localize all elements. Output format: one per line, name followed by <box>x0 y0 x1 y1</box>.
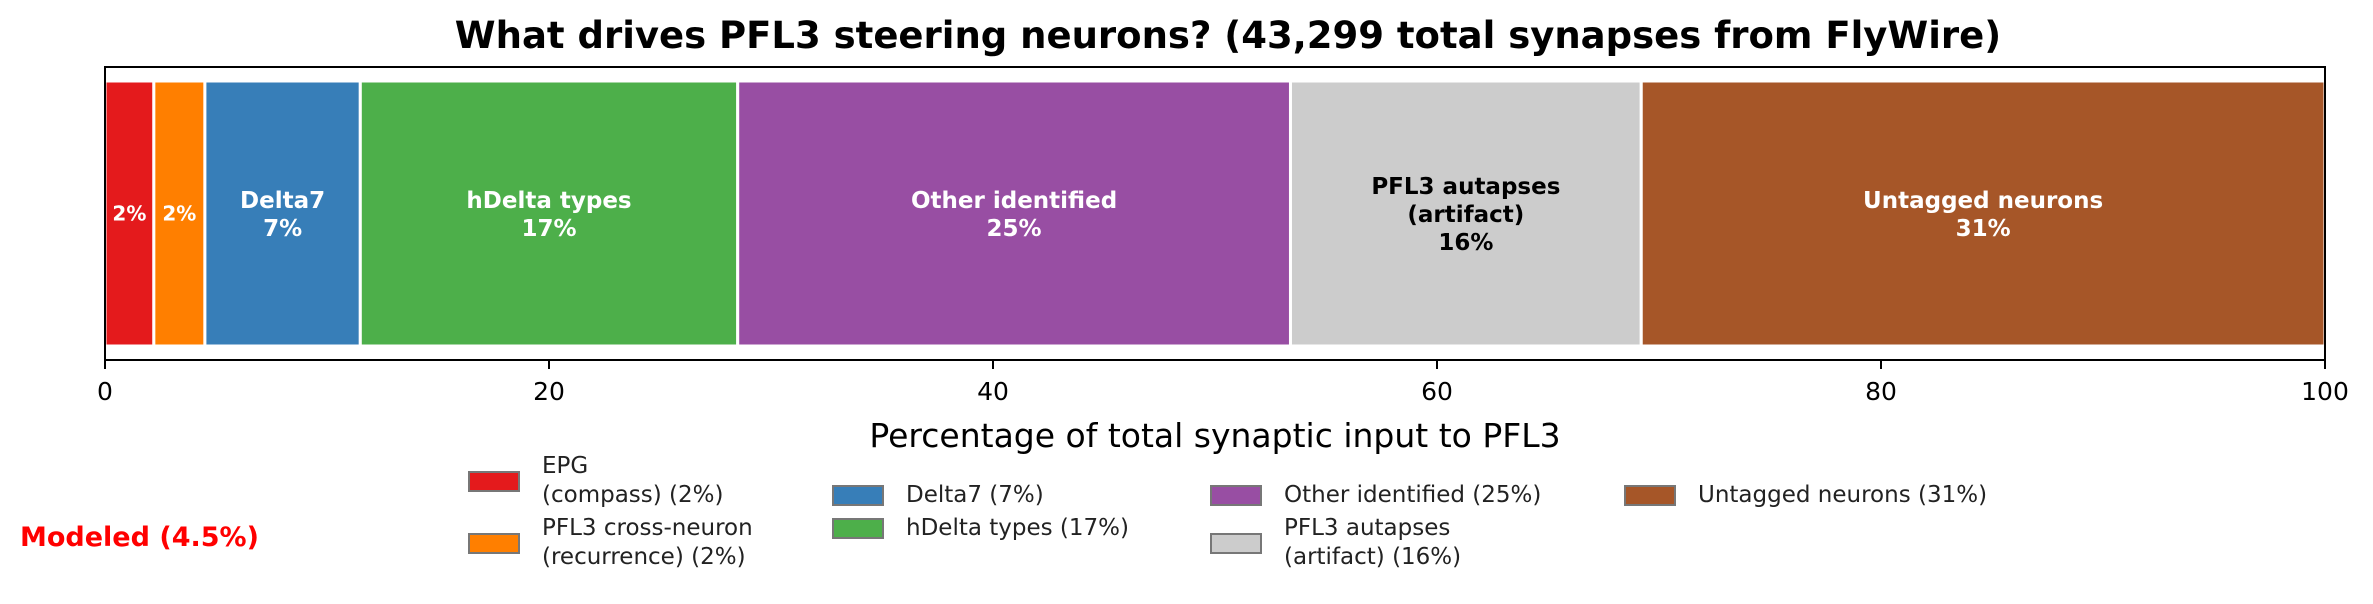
legend-label-delta7: Delta7 (7%) <box>906 482 1044 508</box>
legend-label-pfl3-autapses: PFL3 autapses (artifact) (16%) <box>1284 515 1462 570</box>
legend-item-pfl3-cross-neuron: PFL3 cross-neuron (recurrence) (2%) <box>468 514 818 572</box>
legend-swatch-epg <box>468 470 520 492</box>
legend-swatch-delta7 <box>832 485 884 506</box>
bar-label-untagged-neurons: Untagged neurons 31% <box>1863 188 2103 242</box>
x-tick-label: 0 <box>97 377 113 406</box>
bar-segments: 2% 2% Delta7 7% hDelta types 17% Other identif… <box>103 79 2327 348</box>
chart-title: What drives PFL3 steering neurons? (43,2… <box>455 14 2001 57</box>
legend-label-other-identified: Other identified (25%) <box>1284 482 1542 508</box>
bar-label-hdelta-types: hDelta types 17% <box>466 188 631 242</box>
legend-item-pfl3-autapses: PFL3 autapses (artifact) (16%) <box>1210 514 1610 572</box>
x-tick-label: 100 <box>2301 377 2349 406</box>
x-tick-label: 40 <box>977 377 1009 406</box>
x-tick-label: 20 <box>533 377 565 406</box>
bar-segment-delta7 <box>203 79 362 348</box>
legend-swatch-pfl3-autapses <box>1210 532 1262 554</box>
chart-legend: EPG (compass) (2%) PFL3 cross-neuron (re… <box>468 452 2024 572</box>
legend-swatch-pfl3-cross-neuron <box>468 532 520 554</box>
legend-label-hdelta: hDelta types (17%) <box>906 515 1129 541</box>
bar-segment-other-identified <box>736 79 1292 348</box>
bar-label-delta7: Delta7 7% <box>240 188 325 242</box>
legend-item-epg: EPG (compass) (2%) <box>468 452 818 510</box>
bar-label-epg-compass: 2% <box>112 202 146 226</box>
legend-swatch-untagged <box>1624 485 1676 506</box>
legend-item-other-identified: Other identified (25%) <box>1210 481 1610 510</box>
legend-swatch-hdelta <box>832 518 884 539</box>
legend-item-hdelta: hDelta types (17%) <box>832 514 1196 543</box>
legend-label-epg: EPG (compass) (2%) <box>542 453 724 508</box>
x-tick-label: 60 <box>1421 377 1453 406</box>
axes-frame <box>104 66 2326 361</box>
legend-item-delta7: Delta7 (7%) <box>832 481 1196 510</box>
bar-label-pfl3-autapses-artifact: PFL3 autapses (artifact) 16% <box>1371 174 1560 256</box>
x-axis-label: Percentage of total synaptic input to PF… <box>869 416 1560 455</box>
bar-label-pfl3-cross-neuron-recurrence: 2% <box>162 202 196 226</box>
legend-item-untagged: Untagged neurons (31%) <box>1624 481 2024 510</box>
legend-label-pfl3-cross-neuron: PFL3 cross-neuron (recurrence) (2%) <box>542 515 753 570</box>
bar-label-other-identified: Other identified 25% <box>911 188 1117 242</box>
modeled-annotation: Modeled (4.5%) <box>20 522 259 553</box>
bar-segment-epg-compass <box>103 79 156 348</box>
legend-swatch-other-identified <box>1210 485 1262 506</box>
bar-segment-pfl3-autapses-artifact <box>1288 79 1643 348</box>
bar-segment-untagged-neurons <box>1639 79 2327 348</box>
x-tick-label: 80 <box>1865 377 1897 406</box>
x-axis-ticks: 0 20 40 60 80 100 <box>97 360 2349 406</box>
bar-segment-hdelta-types <box>358 79 740 348</box>
legend-label-untagged: Untagged neurons (31%) <box>1698 482 1988 508</box>
